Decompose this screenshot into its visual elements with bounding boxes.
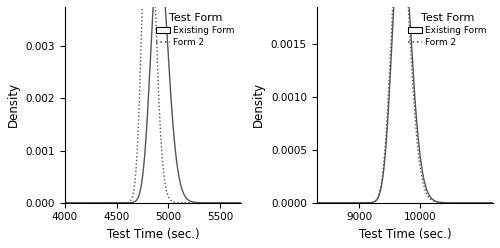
X-axis label: Test Time (sec.): Test Time (sec.) xyxy=(106,228,199,241)
Legend: Existing Form, Form 2: Existing Form, Form 2 xyxy=(154,11,236,49)
Y-axis label: Density: Density xyxy=(252,82,265,127)
Y-axis label: Density: Density xyxy=(7,82,20,127)
X-axis label: Test Time (sec.): Test Time (sec.) xyxy=(358,228,451,241)
Legend: Existing Form, Form 2: Existing Form, Form 2 xyxy=(406,11,488,49)
